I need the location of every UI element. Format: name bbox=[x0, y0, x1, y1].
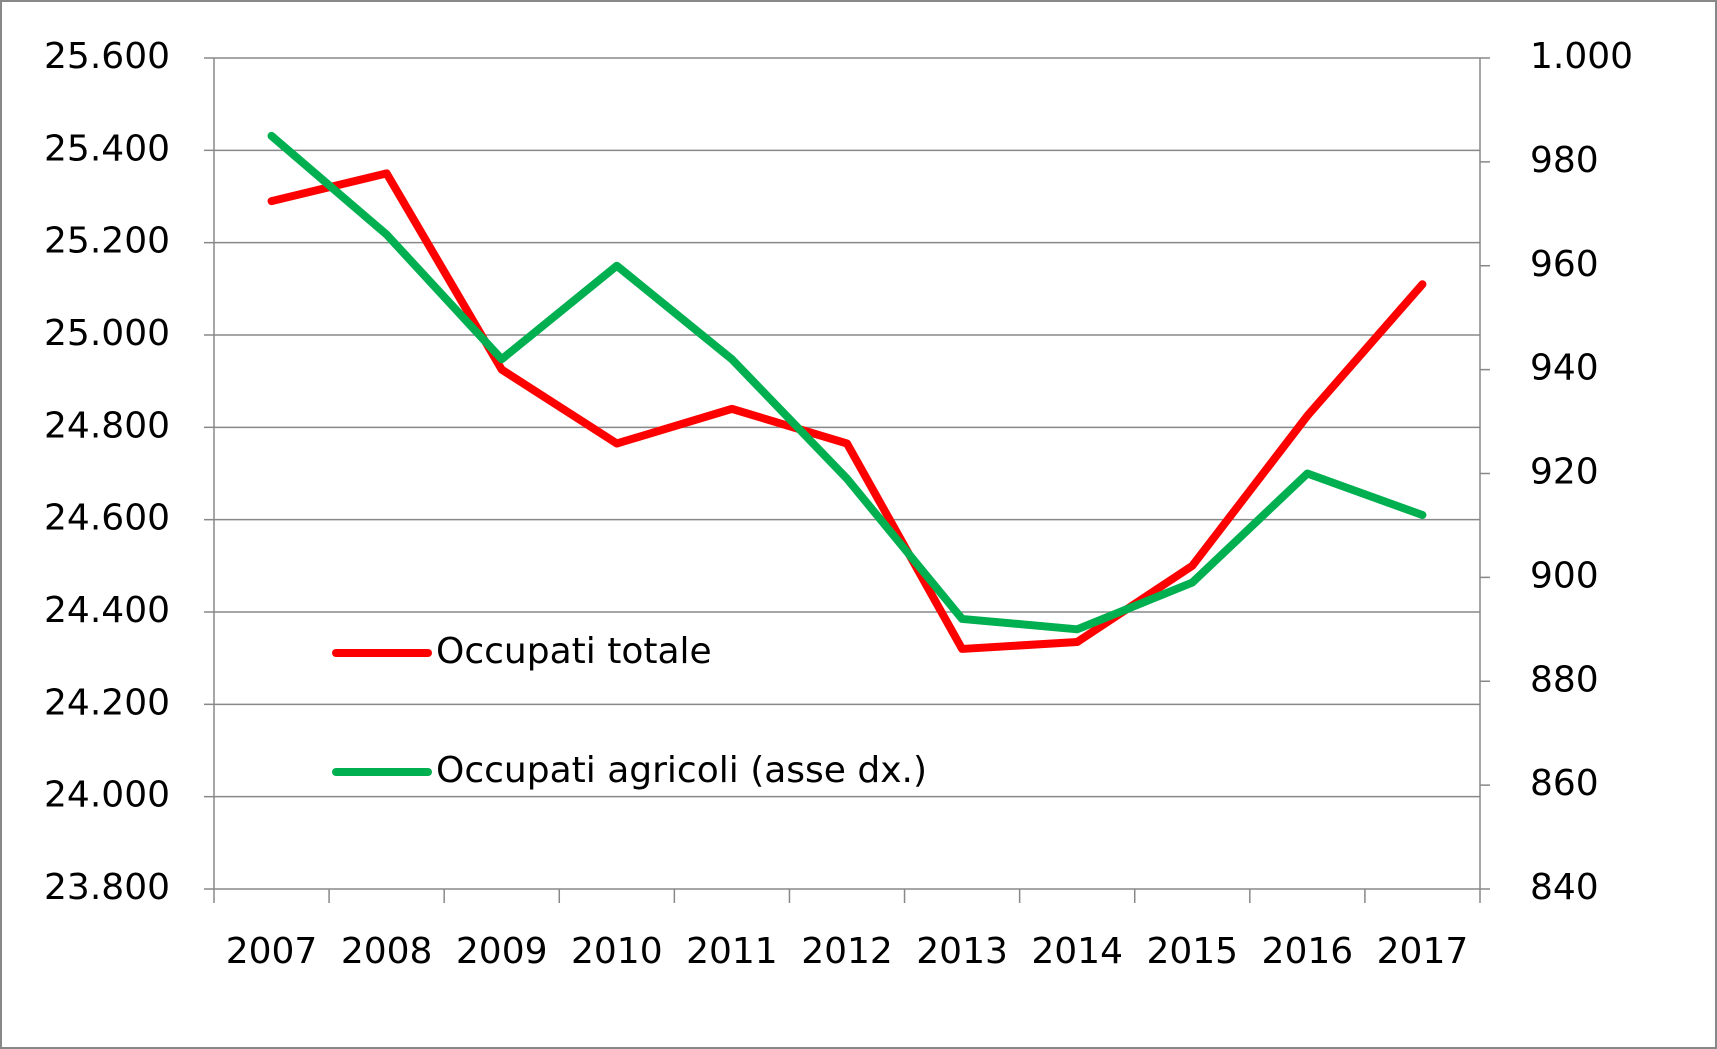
x-tick-label: 2013 bbox=[916, 931, 1008, 972]
x-tick-label: 2008 bbox=[341, 931, 433, 972]
y2-tick-label: 940 bbox=[1530, 348, 1599, 389]
y2-tick-label: 920 bbox=[1530, 452, 1599, 493]
y2-tick-label: 860 bbox=[1530, 763, 1599, 804]
x-tick-label: 2016 bbox=[1262, 931, 1354, 972]
y2-tick-label: 960 bbox=[1530, 244, 1599, 285]
y-tick-label: 24.200 bbox=[44, 682, 170, 723]
y-tick-label: 25.200 bbox=[44, 221, 170, 262]
x-tick-label: 2011 bbox=[686, 931, 778, 972]
y-tick-label: 25.000 bbox=[44, 313, 170, 354]
series-line bbox=[267, 169, 1427, 653]
y-tick-label: 25.600 bbox=[44, 36, 170, 77]
x-tick-label: 2010 bbox=[571, 931, 663, 972]
legend-label: Occupati agricoli (asse dx.) bbox=[436, 750, 927, 791]
y-tick-label: 24.800 bbox=[44, 405, 170, 446]
y2-tick-label: 840 bbox=[1530, 867, 1599, 908]
y2-tick-label: 900 bbox=[1530, 555, 1599, 596]
y-tick-label: 24.600 bbox=[44, 498, 170, 539]
legend-label: Occupati totale bbox=[436, 631, 712, 672]
series-line bbox=[267, 131, 1427, 634]
x-tick-label: 2015 bbox=[1146, 931, 1238, 972]
y-tick-label: 25.400 bbox=[44, 128, 170, 169]
y2-tick-label: 980 bbox=[1530, 140, 1599, 181]
y2-tick-label: 1.000 bbox=[1530, 36, 1633, 77]
y-tick-label: 24.400 bbox=[44, 590, 170, 631]
x-tick-label: 2012 bbox=[801, 931, 893, 972]
y2-tick-label: 880 bbox=[1530, 659, 1599, 700]
x-tick-label: 2014 bbox=[1031, 931, 1123, 972]
y-tick-label: 23.800 bbox=[44, 867, 170, 908]
x-tick-label: 2007 bbox=[226, 931, 318, 972]
x-tick-label: 2017 bbox=[1377, 931, 1469, 972]
x-tick-label: 2009 bbox=[456, 931, 548, 972]
y-tick-label: 24.000 bbox=[44, 775, 170, 816]
